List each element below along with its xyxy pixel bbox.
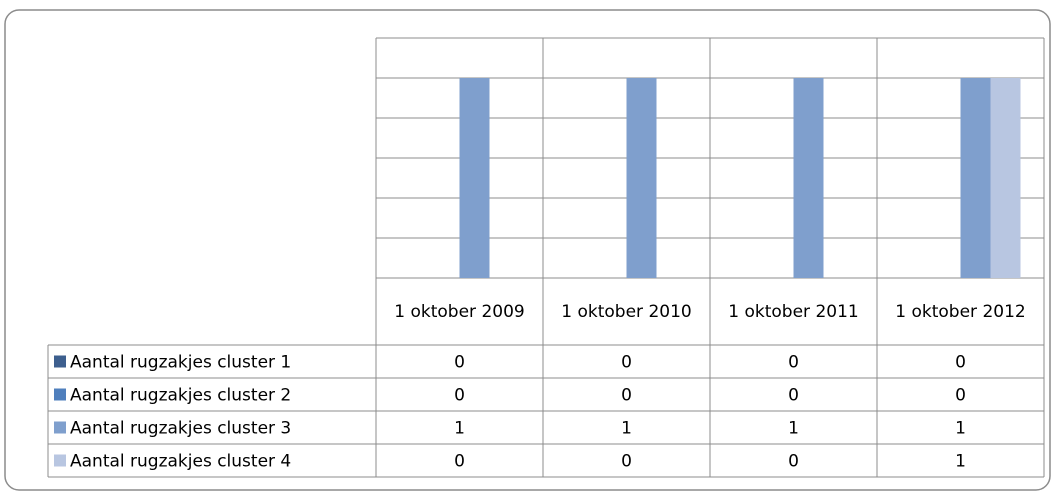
- x-tick-label: 1 oktober 2012: [895, 301, 1026, 322]
- table-value: 0: [788, 452, 799, 472]
- table-value: 0: [454, 386, 465, 406]
- bar: [960, 78, 991, 278]
- bar: [990, 78, 1021, 278]
- x-tick-label: 1 oktober 2009: [394, 301, 525, 322]
- legend-key: [54, 454, 66, 467]
- table-value: 1: [955, 419, 966, 439]
- table-value: 1: [621, 419, 632, 439]
- category-cell: 1 oktober 2010: [561, 301, 692, 322]
- legend-key: [54, 388, 66, 401]
- bar: [626, 78, 657, 278]
- category-cell: 1 oktober 2009: [394, 301, 525, 322]
- table-value: 0: [454, 353, 465, 373]
- category-cell: 1 oktober 2012: [895, 301, 1026, 322]
- legend-key: [54, 421, 66, 434]
- chart-frame: [4, 9, 1051, 491]
- bar: [793, 78, 824, 278]
- table-value: 1: [788, 419, 799, 439]
- legend-label: Aantal rugzakjes cluster 4: [70, 452, 291, 472]
- table-value: 0: [621, 452, 632, 472]
- table-value: 0: [621, 353, 632, 373]
- table-value: 0: [788, 386, 799, 406]
- bar: [459, 78, 490, 278]
- legend-label: Aantal rugzakjes cluster 1: [70, 353, 291, 373]
- legend-key: [54, 355, 66, 368]
- category-cell: 1 oktober 2011: [728, 301, 859, 322]
- table-value: 1: [955, 452, 966, 472]
- legend-label: Aantal rugzakjes cluster 2: [70, 386, 291, 406]
- legend-label: Aantal rugzakjes cluster 3: [70, 419, 291, 439]
- table-value: 1: [454, 419, 465, 439]
- x-tick-label: 1 oktober 2010: [561, 301, 692, 322]
- table-value: 0: [454, 452, 465, 472]
- x-tick-label: 1 oktober 2011: [728, 301, 859, 322]
- table-value: 0: [621, 386, 632, 406]
- table-value: 0: [955, 386, 966, 406]
- table-value: 0: [955, 353, 966, 373]
- table-value: 0: [788, 353, 799, 373]
